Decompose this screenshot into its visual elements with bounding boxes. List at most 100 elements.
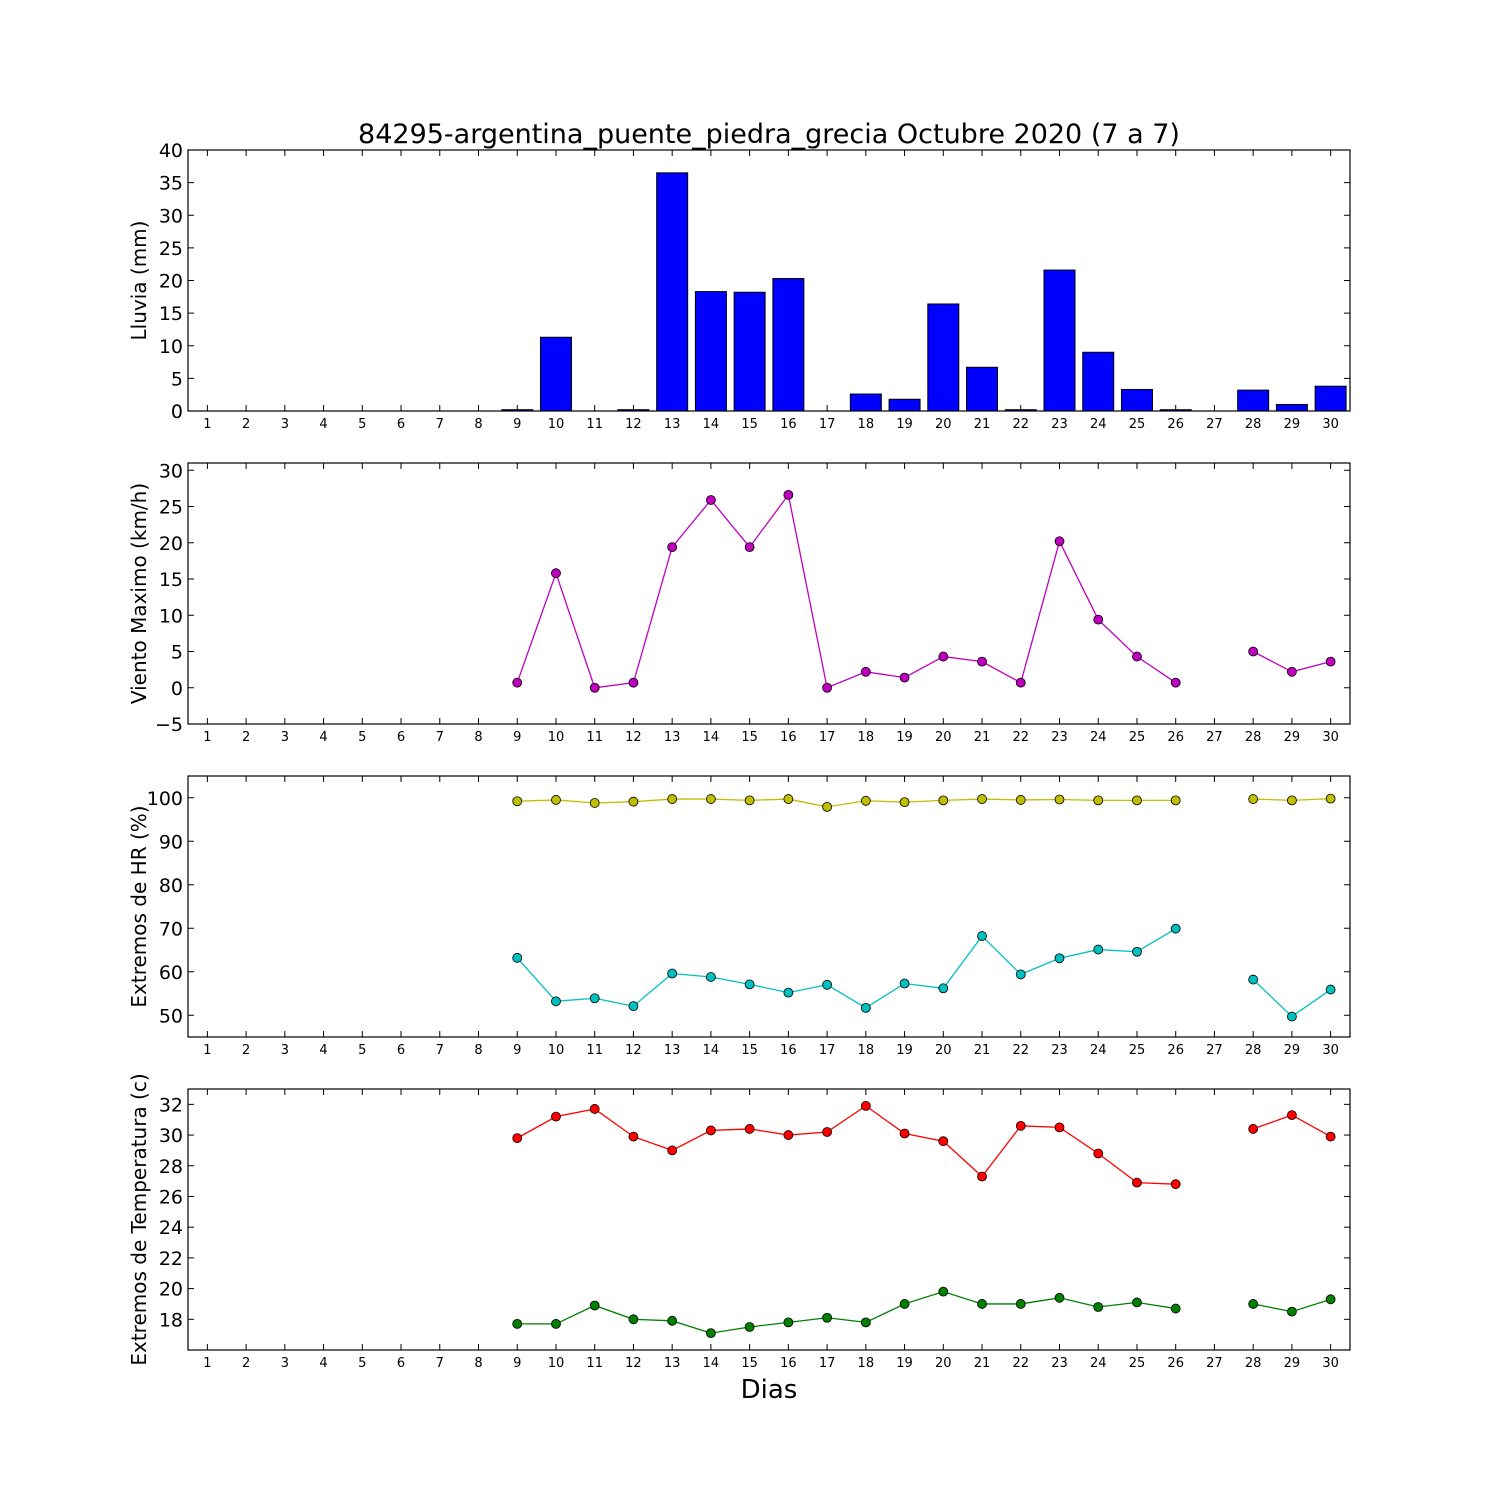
x-tick-label: 15 [741, 1043, 758, 1058]
x-tick-label: 14 [703, 730, 720, 745]
x-tick-label: 7 [436, 730, 444, 745]
data-point [977, 794, 987, 804]
data-point [1015, 1299, 1026, 1309]
y-tick-label: 35 [159, 173, 183, 195]
data-point [860, 1100, 871, 1111]
x-tick-label: 7 [436, 1356, 444, 1371]
y-tick-label: 5 [171, 642, 183, 664]
data-point [1132, 1177, 1142, 1188]
bar [849, 393, 882, 412]
x-tick-label: 7 [436, 1043, 444, 1058]
data-point [1287, 1110, 1297, 1120]
y-tick-label: 80 [159, 875, 183, 897]
x-tick-label: 22 [1012, 730, 1029, 745]
x-tick-label: 4 [319, 417, 327, 432]
x-tick-label: 1 [203, 1356, 211, 1371]
data-point [1093, 1148, 1104, 1159]
data-point [1132, 946, 1142, 957]
y-tick-label: 18 [159, 1309, 183, 1331]
bar [1314, 385, 1347, 412]
x-tick-label: 24 [1090, 1043, 1107, 1058]
x-tick-label: 11 [586, 1043, 603, 1058]
bar [694, 291, 727, 412]
x-tick-label: 6 [397, 1043, 405, 1058]
bar [888, 398, 921, 412]
y-tick-label: 28 [159, 1156, 183, 1178]
y-tick-label: 70 [159, 918, 183, 940]
bar [1120, 388, 1153, 412]
bar [733, 291, 766, 412]
x-axis-label: Dias [741, 1375, 798, 1405]
x-tick-label: 26 [1167, 1043, 1184, 1058]
data-point [899, 1299, 910, 1309]
data-point [977, 1171, 987, 1182]
data-point [899, 978, 910, 989]
x-tick-label: 12 [625, 730, 642, 745]
data-point [938, 795, 949, 806]
data-point [860, 795, 871, 806]
x-tick-label: 23 [1051, 1043, 1068, 1058]
data-point [628, 1314, 639, 1325]
x-tick-label: 2 [242, 1043, 250, 1058]
data-point [977, 931, 987, 941]
x-tick-label: 3 [281, 1043, 289, 1058]
y-tick-label: 90 [159, 831, 183, 853]
x-tick-label: 1 [203, 1043, 211, 1058]
series-line [516, 1105, 1176, 1185]
x-tick-label: 21 [974, 730, 991, 745]
chart-title: 84295-argentina_puente_piedra_grecia Oct… [358, 119, 1180, 150]
y-tick-label: 5 [171, 368, 183, 390]
series-line [517, 798, 1176, 808]
data-point [628, 1001, 639, 1012]
data-point [938, 1136, 949, 1147]
data-point [744, 795, 755, 806]
x-tick-label: 24 [1090, 730, 1107, 745]
x-tick-label: 16 [780, 730, 797, 745]
x-tick-label: 11 [586, 1356, 603, 1371]
x-tick-label: 15 [741, 730, 758, 745]
data-point [1325, 1131, 1336, 1142]
data-point [1170, 923, 1181, 934]
x-tick-label: 5 [358, 1356, 366, 1371]
x-tick-label: 9 [513, 1043, 521, 1058]
x-tick-label: 10 [548, 730, 565, 745]
plot-frame [187, 1088, 1351, 1351]
y-tick-label: 0 [171, 678, 183, 700]
plot-area [188, 463, 1350, 724]
y-tick-label: 30 [159, 460, 183, 482]
y-tick-label: 26 [159, 1186, 183, 1208]
data-point [512, 677, 523, 688]
plot-frame [187, 462, 1351, 725]
x-tick-label: 2 [242, 417, 250, 432]
y-axis-label: Viento Maximo (km/h) [127, 483, 151, 704]
series-line [517, 1290, 1176, 1334]
x-tick-label: 28 [1245, 1356, 1262, 1371]
data-point [1170, 677, 1181, 688]
x-tick-label: 14 [703, 1043, 720, 1058]
x-tick-label: 25 [1129, 1043, 1146, 1058]
data-point [551, 1111, 561, 1122]
x-tick-label: 8 [474, 417, 482, 432]
x-tick-label: 14 [703, 417, 720, 432]
x-tick-label: 21 [974, 417, 991, 432]
x-tick-label: 3 [281, 730, 289, 745]
data-point [1054, 536, 1065, 547]
x-tick-label: 26 [1167, 730, 1184, 745]
data-point [589, 1104, 600, 1114]
data-point [783, 987, 794, 998]
x-tick-label: 7 [436, 417, 444, 432]
y-tick-label: 50 [159, 1005, 183, 1027]
data-point [551, 1319, 561, 1329]
x-tick-label: 30 [1322, 1356, 1339, 1371]
data-point [1054, 794, 1065, 805]
bar [966, 366, 999, 412]
x-tick-label: 10 [548, 417, 565, 432]
y-tick-label: 24 [159, 1217, 183, 1239]
y-tick-label: 40 [159, 140, 183, 162]
data-point [1054, 1292, 1065, 1303]
data-point [667, 794, 678, 804]
x-tick-label: 2 [242, 1356, 250, 1371]
y-tick-label: 25 [159, 497, 183, 519]
